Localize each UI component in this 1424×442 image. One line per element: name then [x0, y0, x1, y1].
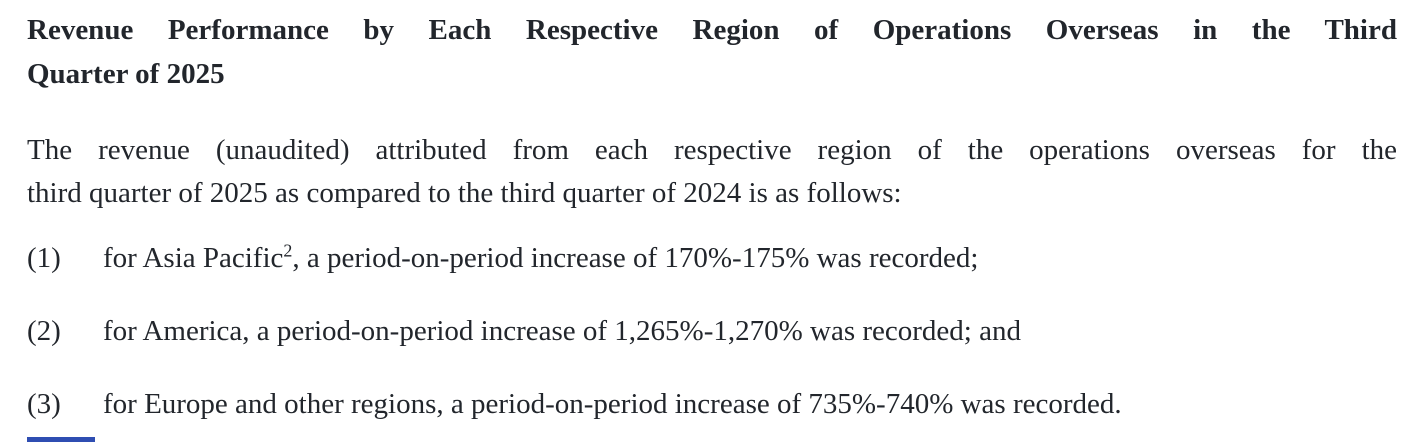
item-text: for Asia Pacific2, a period-on-period in… [103, 237, 1397, 280]
item-text-after: , a period-on-period increase of 170%-17… [292, 242, 979, 274]
region-revenue-list: (1) for Asia Pacific2, a period-on-perio… [27, 237, 1397, 426]
item-marker: (3) [27, 388, 61, 420]
page-title: Revenue Performance by Each Respective R… [27, 8, 1397, 96]
list-item-europe-other: (3) for Europe and other regions, a peri… [27, 383, 1397, 426]
list-item-america: (2) for America, a period-on-period incr… [27, 310, 1397, 353]
intro-line-1: The revenue (unaudited) attributed from … [27, 134, 1397, 166]
heading-line-2: Quarter of 2025 [27, 58, 225, 90]
list-item-asia-pacific: (1) for Asia Pacific2, a period-on-perio… [27, 237, 1397, 280]
item-text: for America, a period-on-period increase… [103, 310, 1397, 353]
footnote-ref-2: 2 [283, 240, 293, 261]
page-bottom-cutoff-bar [27, 437, 95, 442]
item-marker: (1) [27, 242, 61, 274]
item-text-main: for Europe and other regions, a period-o… [103, 388, 1122, 420]
item-text-main: for America, a period-on-period increase… [103, 315, 1021, 347]
item-marker: (2) [27, 315, 61, 347]
item-text-main: for Asia Pacific [103, 242, 284, 274]
intro-line-2: third quarter of 2025 as compared to the… [27, 177, 902, 209]
item-text: for Europe and other regions, a period-o… [103, 383, 1397, 426]
intro-paragraph: The revenue (unaudited) attributed from … [27, 129, 1397, 215]
heading-line-1: Revenue Performance by Each Respective R… [27, 14, 1397, 46]
